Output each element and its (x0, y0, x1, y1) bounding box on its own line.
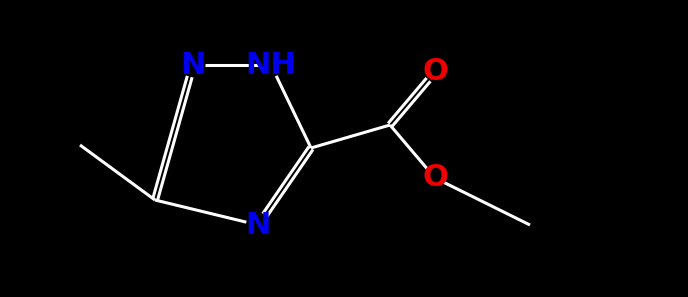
Text: NH: NH (246, 50, 297, 80)
Text: N: N (246, 211, 270, 239)
Text: O: O (422, 58, 448, 86)
Text: O: O (422, 164, 448, 192)
Text: N: N (180, 50, 206, 80)
